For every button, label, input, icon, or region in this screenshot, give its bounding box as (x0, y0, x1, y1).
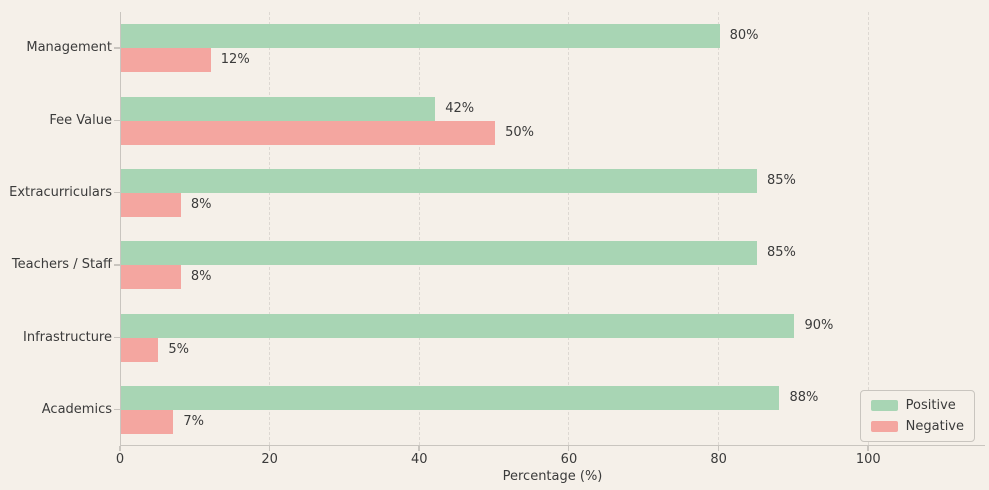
y-tick-mark (114, 408, 120, 411)
bar-positive-1 (121, 96, 436, 121)
x-tick-label: 100 (855, 452, 881, 467)
bar-negative-5 (121, 409, 174, 434)
category-label-1: Fee Value (49, 112, 112, 128)
x-tick-mark (119, 446, 121, 451)
bar-value-label: 8% (190, 269, 212, 285)
x-tick-mark (867, 446, 869, 451)
gridline-x-100 (867, 12, 869, 445)
gridline-x-60 (568, 12, 570, 445)
x-tick-label: 60 (560, 452, 578, 467)
legend: Positive Negative (859, 390, 975, 442)
plot-area: 80% 12% 42% 50% 85% 8% 85% 8% 90% 5% 88% 7% (120, 12, 985, 446)
y-tick-mark (114, 336, 120, 338)
x-tick-mark (268, 446, 271, 451)
bar-value-label: 7% (183, 413, 204, 429)
category-label-2: Extracurriculars (9, 184, 112, 200)
bar-negative-3 (121, 265, 181, 290)
bar-value-label: 5% (168, 341, 190, 357)
bar-positive-4 (121, 313, 795, 338)
bar-value-label: 90% (804, 317, 834, 333)
legend-swatch-positive (870, 400, 898, 411)
y-tick-mark (114, 264, 120, 266)
category-label-4: Infrastructure (23, 329, 112, 345)
bar-value-label: 80% (729, 28, 759, 44)
bar-value-label: 85% (767, 172, 796, 188)
legend-item-positive: Positive (870, 398, 964, 413)
bar-positive-5 (121, 385, 780, 410)
bar-value-label: 85% (767, 245, 796, 261)
legend-label: Positive (905, 398, 956, 413)
bar-negative-1 (121, 120, 496, 145)
x-tick-mark (418, 446, 420, 451)
gridline-x-40 (418, 12, 420, 445)
x-tick-label: 80 (710, 452, 727, 467)
category-label-5: Academics (41, 401, 112, 417)
legend-item-negative: Negative (870, 419, 964, 434)
bar-value-label: 8% (190, 196, 212, 212)
y-tick-mark (114, 47, 120, 49)
category-label-3: Teachers / Staff (11, 257, 112, 273)
y-tick-mark (114, 191, 120, 194)
category-label-0: Management (26, 40, 112, 56)
x-tick-mark (567, 446, 570, 451)
bar-value-label: 50% (505, 124, 535, 140)
bar-value-label: 42% (445, 100, 475, 116)
y-tick-mark (114, 119, 120, 121)
bar-negative-0 (121, 48, 211, 73)
bar-value-label: 12% (220, 52, 250, 68)
legend-label: Negative (905, 419, 964, 434)
x-tick-label: 0 (115, 452, 125, 467)
x-tick-label: 20 (261, 452, 278, 467)
bar-negative-4 (121, 337, 159, 362)
x-tick-label: 40 (411, 452, 428, 467)
bar-value-label: 88% (789, 389, 819, 405)
bar-positive-3 (121, 241, 758, 266)
bar-negative-2 (121, 192, 181, 217)
gridline-x-80 (718, 12, 720, 445)
legend-swatch-negative (870, 421, 898, 432)
bar-positive-2 (121, 168, 758, 193)
gridline-x-20 (269, 12, 271, 445)
x-axis-title: Percentage (%) (502, 469, 603, 484)
bar-positive-0 (121, 24, 720, 49)
x-tick-mark (717, 446, 720, 451)
